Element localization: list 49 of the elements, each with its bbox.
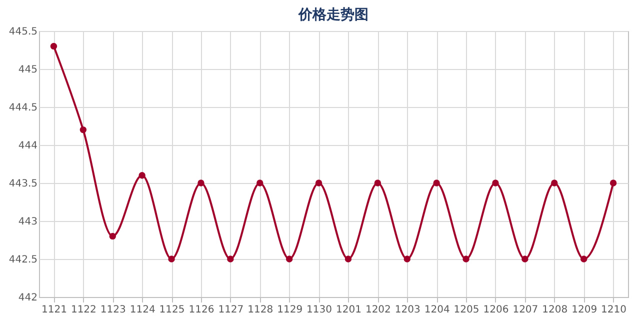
y-tick-label: 445 xyxy=(18,64,38,76)
point xyxy=(522,256,528,262)
y-tick-label: 444.5 xyxy=(8,102,38,114)
point xyxy=(138,172,146,179)
x-tick-label: 1121 xyxy=(42,304,67,316)
x-tick-label: 1206 xyxy=(483,304,509,316)
y-tick-label: 445.5 xyxy=(8,26,38,38)
point xyxy=(227,256,234,262)
x-tick-label: 1204 xyxy=(424,304,450,316)
point xyxy=(344,256,352,262)
point xyxy=(492,180,499,186)
y-tick-label: 443 xyxy=(18,216,38,228)
x-tick-label: 1207 xyxy=(512,304,538,316)
x-tick-label: 1129 xyxy=(277,304,303,316)
point xyxy=(551,180,558,186)
y-tick-label: 442 xyxy=(18,292,38,304)
point xyxy=(610,180,617,186)
y-tick-label: 443.5 xyxy=(8,178,38,190)
point xyxy=(580,256,588,262)
x-tick-label: 1124 xyxy=(130,304,156,316)
x-tick-label: 1123 xyxy=(100,304,126,316)
point xyxy=(198,180,204,186)
point xyxy=(433,180,440,186)
point xyxy=(315,180,322,186)
x-tick-label: 1128 xyxy=(248,304,274,316)
x-tick-label: 1130 xyxy=(306,304,332,316)
x-tick-label: 1202 xyxy=(365,304,391,316)
point xyxy=(286,256,293,262)
point xyxy=(50,42,58,50)
x-tick-label: 1205 xyxy=(454,304,480,316)
x-tick-label: 1210 xyxy=(601,304,626,316)
point xyxy=(109,232,116,240)
point xyxy=(168,256,175,262)
x-tick-label: 1208 xyxy=(542,304,568,316)
point xyxy=(374,180,382,186)
x-tick-label: 1127 xyxy=(218,304,244,316)
x-tick-label: 1203 xyxy=(394,304,420,316)
x-tick-label: 1209 xyxy=(572,304,598,316)
point xyxy=(404,256,410,262)
chart-title: 价格走势图 xyxy=(298,7,368,23)
y-tick-label: 444 xyxy=(18,140,38,152)
x-tick-label: 1201 xyxy=(336,304,362,316)
point xyxy=(256,180,264,186)
x-tick-label: 1126 xyxy=(188,304,214,316)
x-tick-label: 1125 xyxy=(159,304,185,316)
point xyxy=(462,256,470,262)
x-tick-label: 1122 xyxy=(70,304,96,316)
y-tick-label: 442.5 xyxy=(8,254,38,266)
point xyxy=(80,126,87,134)
